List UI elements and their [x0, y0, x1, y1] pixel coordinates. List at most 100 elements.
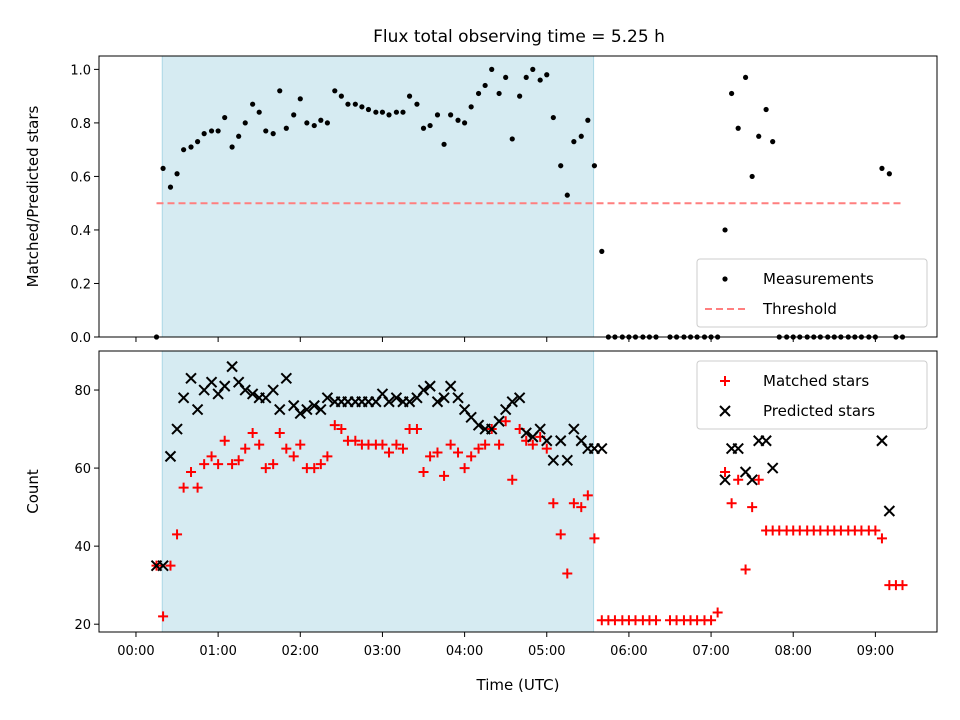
measurement-point: [332, 88, 338, 94]
predicted-star-point: [185, 372, 197, 385]
matched-star-point: [172, 529, 183, 540]
predicted-star-point: [520, 427, 532, 439]
predicted-star-point: [274, 403, 286, 416]
matched-star-point: [274, 427, 285, 438]
matched-star-point: [453, 447, 464, 458]
measurement-point: [400, 109, 406, 115]
matched-star-point: [391, 439, 402, 450]
legend-label: Matched stars: [763, 372, 869, 390]
matched-star-point: [384, 447, 395, 458]
predicted-star-point: [568, 423, 580, 435]
matched-star-point: [227, 459, 238, 470]
x-tick-label: 02:00: [282, 644, 319, 659]
measurement-point: [277, 88, 283, 94]
matched-star-point: [494, 439, 505, 450]
predicted-star-point: [157, 559, 169, 572]
x-axis-label: Time (UTC): [476, 676, 560, 694]
y-tick-label: 40: [74, 540, 91, 555]
y-axis-label: Matched/Predicted stars: [24, 106, 42, 288]
predicted-star-point: [403, 396, 416, 408]
measurement-point: [174, 171, 180, 177]
measurement-point: [585, 117, 591, 123]
matched-star-point: [329, 420, 340, 431]
matched-star-point: [500, 416, 511, 427]
measurement-point: [434, 112, 441, 118]
matched-star-point: [473, 443, 484, 454]
measurement-point: [468, 104, 474, 110]
measurement-point: [263, 128, 269, 134]
measurement-point: [496, 90, 502, 97]
matched-star-point: [589, 533, 600, 544]
measurement-point: [373, 109, 379, 115]
measurement-point: [352, 101, 358, 107]
measurement-point: [242, 120, 248, 126]
matched-star-point: [418, 466, 429, 477]
measurement-point: [256, 109, 262, 115]
matched-star-point: [576, 502, 587, 513]
predicted-star-point: [191, 403, 204, 416]
matched-star-point: [459, 463, 470, 474]
matched-star-point: [555, 529, 566, 540]
predicted-star-point: [390, 392, 403, 404]
x-tick-label: 07:00: [692, 644, 729, 659]
measurement-point: [489, 66, 495, 72]
predicted-star-point: [452, 392, 464, 404]
measurement-point: [181, 147, 187, 153]
matched-star-point: [651, 615, 662, 626]
measurement-point: [742, 74, 749, 81]
predicted-star-point: [431, 396, 444, 408]
legend-box: [696, 360, 928, 430]
legend-measurement-marker: [722, 276, 728, 282]
matched-star-point: [753, 474, 764, 485]
x-tick-label: 06:00: [610, 644, 647, 659]
matched-star-point: [281, 443, 292, 454]
matched-star-point: [260, 463, 271, 474]
matched-star-point: [247, 427, 258, 438]
predicted-star-point: [321, 392, 334, 404]
predicted-star-point: [205, 376, 218, 388]
matched-star-point: [336, 424, 347, 435]
measurement-point: [509, 136, 515, 142]
predicted-star-point: [493, 415, 505, 427]
matched-star-point: [740, 564, 751, 575]
legend-label: Measurements: [763, 270, 874, 288]
x-tick-label: 09:00: [857, 644, 894, 659]
predicted-star-point: [294, 407, 306, 420]
measurement-point: [297, 96, 303, 102]
matched-star-point: [213, 459, 224, 470]
predicted-star-point: [561, 454, 574, 466]
panel-ratio: 0.0 0.2 0.4 0.6 0.8 1.0 Matched/Predicted star…: [24, 55, 938, 346]
matched-star-point: [870, 525, 881, 536]
measurement-point: [229, 144, 235, 150]
measurement-point: [763, 106, 769, 113]
measurement-point: [194, 139, 201, 145]
matched-star-point: [548, 498, 559, 509]
predicted-star-point: [164, 450, 177, 463]
predicted-star-point: [280, 372, 293, 385]
measurement-point: [591, 163, 598, 169]
x-tick-label: 03:00: [364, 644, 401, 659]
matched-star-point: [240, 443, 251, 454]
axes-frame: [98, 350, 938, 633]
measurement-point: [503, 74, 509, 81]
matched-star-point: [158, 611, 169, 622]
legend-label: Threshold: [762, 300, 837, 318]
matched-star-point: [445, 439, 456, 450]
matched-star-point: [747, 502, 758, 513]
matched-star-point: [315, 459, 326, 470]
predicted-star-point: [177, 392, 190, 404]
predicted-star-point: [534, 423, 546, 435]
matched-star-point: [466, 451, 477, 462]
measurement-point: [564, 192, 570, 198]
measurement-point: [879, 165, 885, 171]
measurement-point: [749, 173, 755, 180]
predicted-star-point: [171, 423, 183, 435]
measurement-point: [886, 171, 892, 177]
measurement-point: [558, 163, 564, 169]
legend-predicted-marker: [719, 405, 731, 417]
predicted-star-point: [746, 474, 758, 486]
matched-star-point: [350, 435, 361, 446]
axes-frame: [98, 55, 938, 338]
matched-star-point: [432, 447, 443, 458]
